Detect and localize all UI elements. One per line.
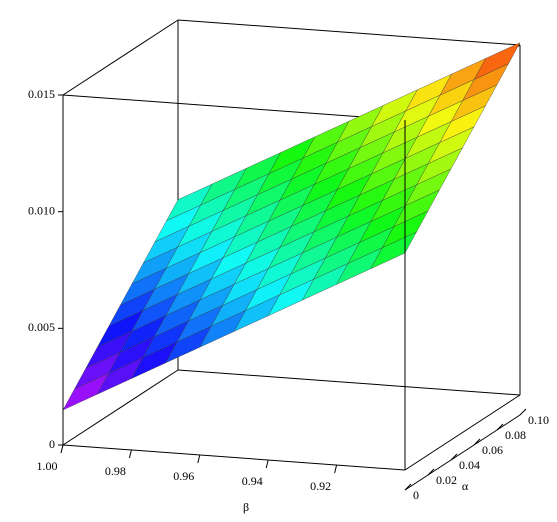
y-tick: [404, 483, 412, 491]
x-tick-label: 0.96: [173, 469, 194, 483]
y-tick-label: 0.04: [459, 458, 480, 472]
box-edge: [177, 19, 521, 46]
x-tick-label: 1.00: [37, 459, 58, 473]
x-tick: [334, 464, 338, 474]
y-tick: [473, 438, 481, 446]
box-edge: [62, 19, 179, 96]
y-tick-label: 0.02: [436, 473, 457, 487]
y-axis-line: [404, 414, 521, 491]
y-tick-label: 0: [413, 488, 419, 502]
box-edge: [62, 369, 179, 446]
y-tick-label: 0.06: [482, 443, 503, 457]
x-tick: [265, 459, 269, 469]
box-edge: [404, 394, 521, 471]
z-tick-label: 0.005: [28, 320, 55, 334]
box-edge: [177, 369, 521, 396]
y-tick: [496, 423, 504, 431]
x-tick: [60, 444, 64, 454]
x-tick: [128, 449, 132, 459]
z-tick-label: 0: [49, 437, 55, 451]
y-tick-label: 0.10: [528, 413, 549, 427]
x-tick-label: 0.98: [105, 464, 126, 478]
y-tick: [519, 408, 527, 416]
box-front: 0 0.005 0.010 0.015 1.00 0.98 0.96 0.94 0.92 0 0.0…: [28, 87, 549, 502]
x-tick-label: 0.92: [310, 479, 331, 493]
x-axis-label: β: [243, 500, 249, 514]
box-edge: [62, 94, 406, 121]
z-tick-label: 0.010: [28, 203, 55, 217]
surface: [62, 42, 521, 411]
surface-cell: [473, 42, 521, 80]
x-tick-label: 0.94: [242, 474, 263, 488]
box-edge: [62, 444, 406, 471]
y-tick: [450, 453, 458, 461]
y-axis-label: α: [462, 479, 469, 493]
z-tick-label: 0.015: [28, 87, 55, 101]
y-tick: [427, 468, 435, 476]
x-tick: [197, 454, 201, 464]
y-tick-label: 0.08: [505, 428, 526, 442]
